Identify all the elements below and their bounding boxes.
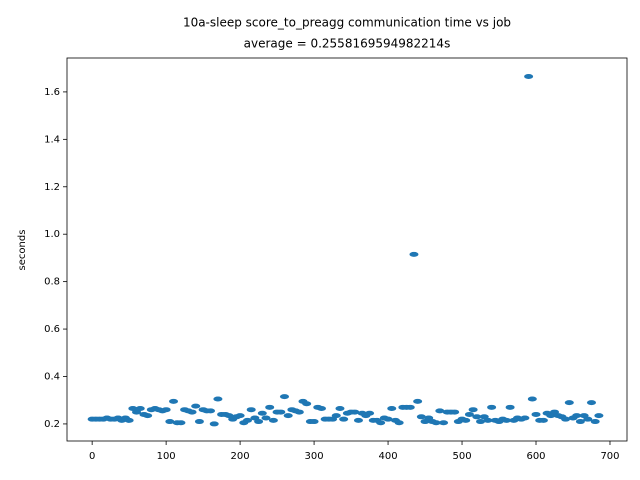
point (353, 417, 363, 423)
point (575, 419, 585, 425)
point (339, 416, 349, 422)
point (265, 404, 275, 410)
plot-frame (66, 57, 628, 442)
y-tick-label: 1.0 (44, 229, 60, 240)
x-tick-label: 0 (89, 451, 95, 462)
point (416, 414, 426, 420)
point (505, 404, 515, 410)
point (387, 406, 397, 412)
point (464, 411, 474, 417)
point (165, 419, 175, 425)
point (476, 419, 486, 425)
point (335, 406, 345, 412)
point (520, 415, 530, 421)
point (590, 419, 600, 425)
chart-subtitle: average = 0.2558169594982214s (244, 37, 451, 51)
point (187, 409, 197, 415)
point (302, 401, 312, 407)
point (283, 413, 293, 419)
point (394, 420, 404, 426)
y-tick-label: 0.2 (44, 419, 60, 430)
point (209, 421, 219, 427)
point (276, 409, 286, 415)
point (235, 413, 245, 419)
x-tick-label: 200 (231, 451, 250, 462)
point (206, 408, 216, 414)
point (169, 398, 179, 404)
y-tick-label: 1.4 (44, 134, 60, 145)
point (261, 415, 271, 421)
y-tick-label: 1.6 (44, 87, 60, 98)
x-tick-label: 700 (600, 451, 619, 462)
y-tick-label: 0.8 (44, 277, 60, 288)
x-tick-label: 400 (379, 451, 398, 462)
point (246, 407, 256, 413)
point (450, 409, 460, 415)
y-tick-label: 1.2 (44, 182, 60, 193)
point (257, 410, 267, 416)
point (191, 403, 201, 409)
point (472, 414, 482, 420)
x-tick-label: 100 (157, 451, 176, 462)
point (309, 419, 319, 425)
point (487, 404, 497, 410)
point (176, 420, 186, 426)
point (572, 413, 582, 419)
point (161, 407, 171, 413)
x-tick-label: 300 (305, 451, 324, 462)
point (531, 411, 541, 417)
x-tick-label: 600 (526, 451, 545, 462)
point (483, 417, 493, 423)
point (409, 251, 419, 257)
point (524, 73, 534, 79)
point (124, 417, 134, 423)
point (350, 409, 360, 415)
x-tick-label: 500 (452, 451, 471, 462)
point (435, 408, 445, 414)
point (365, 410, 375, 416)
point (501, 417, 511, 423)
point (431, 420, 441, 426)
point (586, 400, 596, 406)
point (243, 417, 253, 423)
point (376, 420, 386, 426)
point (331, 413, 341, 419)
point (461, 417, 471, 423)
point (468, 407, 478, 413)
point (316, 406, 326, 412)
point (405, 404, 415, 410)
y-axis-label: seconds (17, 230, 28, 271)
point (268, 417, 278, 423)
point (527, 396, 537, 402)
point (594, 413, 604, 419)
point (213, 396, 223, 402)
y-tick-label: 0.6 (44, 324, 60, 335)
point (538, 417, 548, 423)
point (439, 420, 449, 426)
point (254, 419, 264, 425)
y-tick-label: 0.4 (44, 371, 60, 382)
point (564, 400, 574, 406)
point (583, 416, 593, 422)
chart-title: 10a-sleep score_to_preagg communication … (183, 16, 511, 30)
point (561, 416, 571, 422)
point (143, 413, 153, 419)
point (294, 409, 304, 415)
point (194, 419, 204, 425)
point (413, 398, 423, 404)
point (135, 406, 145, 412)
point (279, 394, 289, 400)
point (383, 416, 393, 422)
